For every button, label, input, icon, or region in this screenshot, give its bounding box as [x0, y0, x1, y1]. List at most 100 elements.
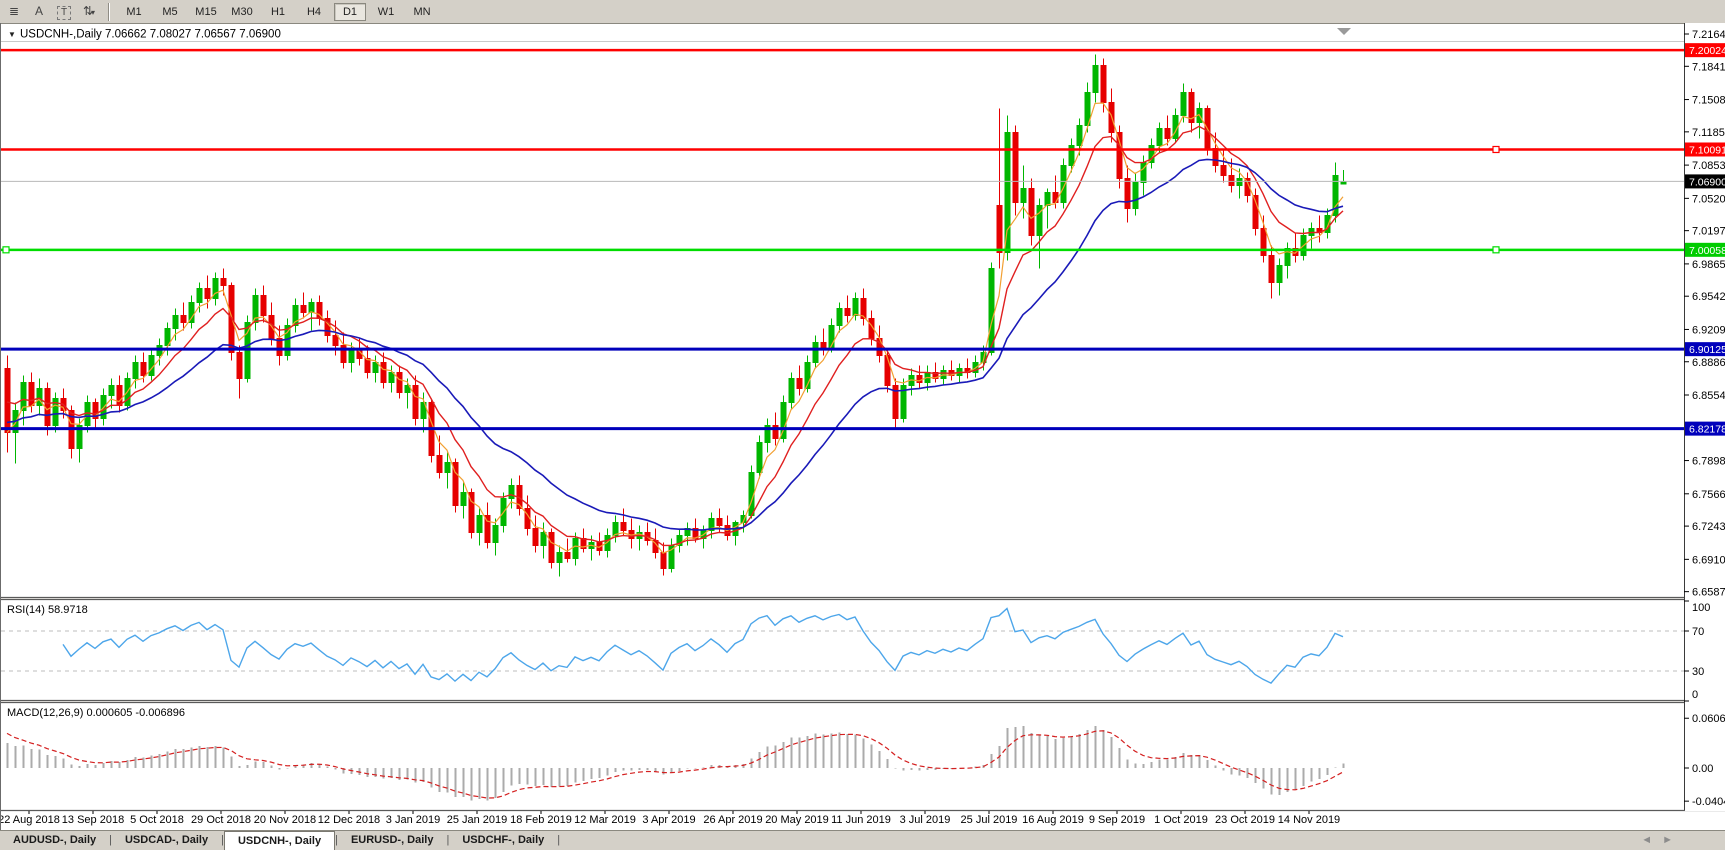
price-axis-label: 6.72430 — [1692, 521, 1725, 533]
date-label: 25 Jul 2019 — [961, 814, 1018, 826]
pane-separator-gap — [1, 701, 1725, 702]
pointer-tools-icon[interactable]: ⇅▾ — [82, 3, 96, 18]
text-label-icon[interactable]: A — [34, 3, 43, 18]
toolbar-separator — [108, 2, 110, 21]
timeframe-button-mn[interactable]: MN — [413, 5, 431, 18]
chart-window[interactable]: ▼ USDCNH-,Daily 7.06662 7.08027 7.06567 7… — [0, 23, 1725, 830]
date-label: 26 Apr 2019 — [703, 814, 762, 826]
price-badge-label: 6.82178 — [1689, 424, 1725, 436]
price-axis-label: 7.08530 — [1692, 160, 1725, 172]
price-axis-background — [1685, 23, 1725, 811]
price-badge — [1685, 174, 1725, 189]
macd-axis-label: -0.040432 — [1692, 796, 1725, 808]
timeframe-button-h1[interactable]: H1 — [270, 5, 286, 18]
price-axis-label: 7.05205 — [1692, 193, 1725, 205]
price-axis-label: 7.15085 — [1692, 95, 1725, 107]
chart-canvas[interactable]: ▼ USDCNH-,Daily 7.06662 7.08027 7.06567 7… — [0, 23, 1725, 830]
date-label: 20 Nov 2018 — [254, 814, 316, 826]
moving-average-9 — [6, 125, 1344, 547]
date-axis: 22 Aug 2018 13 Sep 2018 5 Oct 2018 29 Oct 2… — [0, 811, 1340, 826]
date-label: 18 Feb 2019 — [510, 814, 572, 826]
macd-axis-label: 0.00 — [1692, 763, 1713, 775]
date-label: 13 Sep 2018 — [62, 814, 124, 826]
price-axis-label: 7.11855 — [1692, 127, 1725, 139]
menu-grid-icon[interactable]: ≣ — [8, 3, 20, 18]
tab-separator: | — [557, 834, 561, 846]
macd-histogram — [6, 726, 1345, 801]
price-badge-label: 7.20024 — [1689, 45, 1725, 57]
timeframe-button-m5[interactable]: M5 — [162, 5, 178, 18]
tab-scroll-left-icon[interactable]: ◄ — [1641, 834, 1663, 846]
moving-average-4 — [6, 102, 1344, 554]
chart-tab-usdchf[interactable]: USDCHF-, Daily — [462, 834, 545, 846]
date-label: 23 Oct 2019 — [1215, 814, 1275, 826]
date-label: 16 Aug 2019 — [1022, 814, 1084, 826]
timeframe-button-m1[interactable]: M1 — [126, 5, 142, 18]
chart-tab-audusd[interactable]: AUDUSD-, Daily — [13, 834, 97, 846]
timeframe-button-m15[interactable]: M15 — [195, 5, 217, 18]
date-label: 5 Oct 2018 — [130, 814, 184, 826]
timeframe-button-m30[interactable]: M30 — [231, 5, 253, 18]
price-axis-label: 6.65875 — [1692, 587, 1725, 599]
chart-title: USDCNH-,Daily 7.06662 7.08027 7.06567 7.… — [20, 29, 281, 41]
price-axis-label: 6.92095 — [1692, 324, 1725, 336]
date-label: 25 Jan 2019 — [447, 814, 508, 826]
price-axis-label: 6.85540 — [1692, 390, 1725, 402]
price-axis-label: 6.95420 — [1692, 291, 1725, 303]
rsi-axis-label: 30 — [1692, 666, 1704, 678]
chart-tab-bar: AUDUSD-, Daily | USDCAD-, Daily | USDCNH-, D… — [0, 830, 1725, 850]
line-handle[interactable] — [1492, 145, 1500, 154]
date-label: 29 Oct 2018 — [191, 814, 251, 826]
date-label: 1 Oct 2019 — [1154, 814, 1208, 826]
rsi-axis-label: 100 — [1692, 602, 1710, 614]
toolbar: ≣ A T ⇅▾ M1 M5 M15 M30 H1 H4 D1 W1 MN — [0, 0, 1725, 24]
price-axis-label: 6.98650 — [1692, 259, 1725, 271]
price-axis-label: 7.21640 — [1692, 29, 1725, 41]
date-label: 14 Nov 2019 — [1278, 814, 1340, 826]
tab-separator: | — [446, 834, 450, 846]
chart-background — [1, 23, 1725, 830]
tab-separator: | — [335, 834, 338, 846]
chart-tab-usdcnh[interactable]: USDCNH-, Daily — [223, 831, 336, 850]
price-axis: 7.21640 7.18410 7.15085 7.11855 7.08530 7.052… — [1684, 29, 1725, 808]
price-badge-label: 7.00058 — [1689, 245, 1725, 257]
line-handle[interactable] — [1492, 246, 1500, 254]
macd-axis-label: 0.060687 — [1692, 713, 1725, 725]
price-badge — [1685, 43, 1725, 58]
price-axis-label: 6.88865 — [1692, 357, 1725, 369]
rsi-axis-label: 70 — [1692, 626, 1704, 638]
date-label: 3 Apr 2019 — [642, 814, 695, 826]
price-badge-label: 7.10091 — [1689, 144, 1725, 156]
chart-tab-usdcad[interactable]: USDCAD-, Daily — [124, 834, 209, 846]
tab-scroll-right-icon[interactable]: ► — [1662, 834, 1683, 846]
macd-label: MACD(12,26,9) 0.000605 -0.006896 — [7, 707, 185, 719]
line-handle[interactable] — [2, 246, 10, 254]
price-axis-label: 7.18410 — [1692, 61, 1725, 73]
chart-shift-marker-icon[interactable] — [1337, 28, 1351, 35]
price-axis-label: 7.01975 — [1692, 226, 1725, 238]
pane-separator-gap — [1, 598, 1725, 599]
date-label: 3 Jul 2019 — [900, 814, 951, 826]
timeframe-button-h4[interactable]: H4 — [306, 5, 322, 18]
price-badge — [1685, 142, 1725, 157]
moving-average-22 — [6, 158, 1344, 531]
one-click-trading-icon: ▼ — [8, 30, 16, 39]
timeframe-button-w1[interactable]: W1 — [377, 5, 395, 18]
rsi-line — [62, 607, 1344, 684]
date-label: 22 Aug 2018 — [1, 814, 60, 826]
tab-separator: | — [221, 834, 224, 846]
price-axis-label: 6.69105 — [1692, 554, 1725, 566]
date-label: 12 Dec 2018 — [318, 814, 380, 826]
date-label: 9 Sep 2019 — [1089, 814, 1145, 826]
date-label: 12 Mar 2019 — [574, 814, 636, 826]
price-badge-label: 6.90125 — [1689, 344, 1725, 356]
rsi-axis-label: 0 — [1692, 689, 1698, 701]
price-badge-label: 7.06900 — [1689, 176, 1725, 188]
chart-tab-eurusd[interactable]: EURUSD-, Daily — [350, 834, 434, 846]
tab-separator: | — [109, 834, 112, 846]
price-badge — [1685, 342, 1725, 357]
text-box-icon[interactable]: T — [53, 3, 75, 21]
timeframe-button-d1[interactable]: D1 — [334, 2, 366, 21]
rsi-label: RSI(14) 58.9718 — [7, 604, 88, 616]
